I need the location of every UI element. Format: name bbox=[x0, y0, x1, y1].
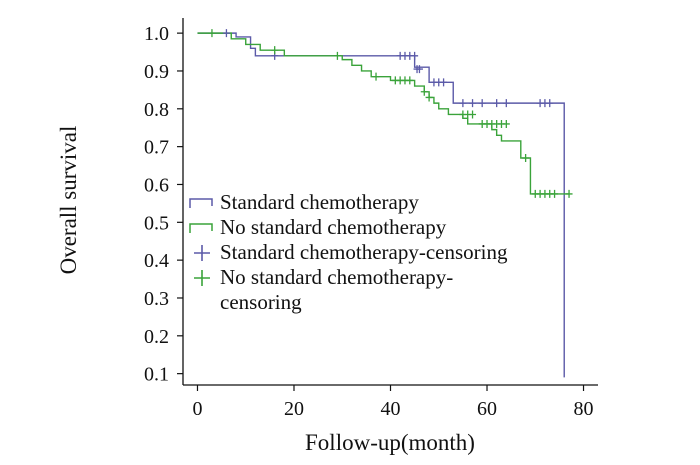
censor-mark bbox=[411, 51, 419, 60]
censor-mark bbox=[459, 99, 467, 108]
censor-mark bbox=[551, 189, 559, 198]
y-tick-label: 0.3 bbox=[144, 288, 169, 310]
censor-mark bbox=[222, 29, 230, 38]
ticks-layer: 0 20 40 60 80 0.1 0.2 0.3 0.4 0.5 0.6 0.7 0.8 0.9 1.0 bbox=[144, 23, 594, 420]
censor-mark bbox=[478, 99, 486, 108]
legend-label-3: censoring bbox=[220, 290, 302, 314]
legend-swatch-1 bbox=[189, 223, 213, 233]
censor-mark bbox=[546, 99, 554, 108]
censor-mark bbox=[469, 99, 477, 108]
censor-mark bbox=[502, 99, 510, 108]
y-tick-label: 0.1 bbox=[144, 364, 169, 386]
censor-mark bbox=[333, 51, 341, 60]
x-tick-label: 60 bbox=[477, 398, 497, 420]
censor-mark bbox=[372, 72, 380, 81]
y-tick-label: 0.6 bbox=[144, 174, 169, 196]
censor-mark bbox=[415, 65, 423, 74]
censor-mark bbox=[208, 29, 216, 38]
y-tick-label: 1.0 bbox=[144, 23, 169, 45]
censor-mark bbox=[469, 110, 477, 119]
censor-mark bbox=[522, 153, 530, 162]
censor-mark bbox=[440, 78, 448, 87]
y-tick-label: 0.2 bbox=[144, 326, 169, 348]
legend-swatch-3 bbox=[194, 270, 210, 286]
survival-curve-1 bbox=[197, 32, 570, 195]
x-tick-label: 40 bbox=[381, 398, 401, 420]
y-tick-label: 0.9 bbox=[144, 61, 169, 83]
x-axis-title: Follow-up(month) bbox=[305, 430, 475, 455]
legend-label-0: Standard chemotherapy bbox=[220, 190, 419, 214]
legend-swatch-2 bbox=[194, 245, 210, 261]
censor-mark bbox=[420, 87, 428, 96]
censor-mark bbox=[406, 76, 414, 85]
curves-layer bbox=[197, 29, 573, 378]
legend-swatch-0 bbox=[189, 198, 213, 208]
y-tick-label: 0.7 bbox=[144, 137, 169, 159]
x-tick-label: 0 bbox=[192, 398, 202, 420]
x-tick-label: 80 bbox=[574, 398, 594, 420]
y-tick-label: 0.4 bbox=[144, 250, 169, 272]
censor-mark bbox=[425, 93, 433, 102]
censor-mark bbox=[565, 189, 573, 198]
censor-mark bbox=[271, 46, 279, 55]
y-tick-label: 0.5 bbox=[144, 212, 169, 234]
censor-mark bbox=[502, 119, 510, 128]
x-tick-label: 20 bbox=[284, 398, 304, 420]
y-tick-label: 0.8 bbox=[144, 99, 169, 121]
legend-label-3: No standard chemotherapy- bbox=[220, 265, 453, 289]
y-axis-title: Overall survival bbox=[56, 126, 81, 275]
legend-label-1: No standard chemotherapy bbox=[220, 215, 447, 239]
legend-label-2: Standard chemotherapy-censoring bbox=[220, 240, 508, 264]
censor-mark bbox=[493, 99, 501, 108]
